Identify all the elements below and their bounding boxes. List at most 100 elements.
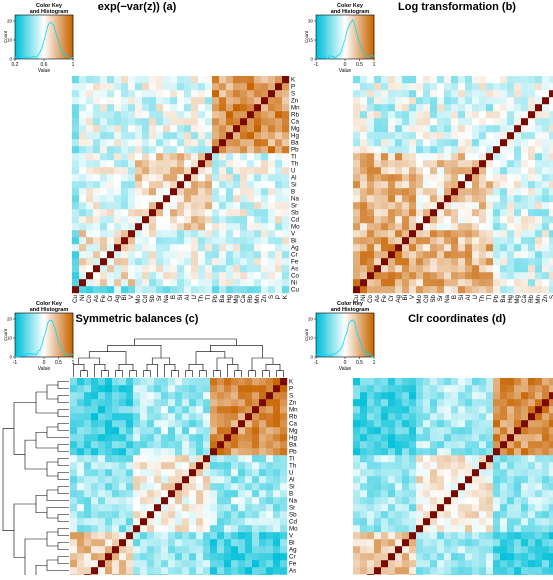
heatmap-cell	[161, 546, 169, 554]
heatmap-cell	[261, 76, 269, 84]
column-label: Mo	[416, 294, 423, 303]
heatmap-cell	[472, 223, 480, 231]
heatmap-cell	[395, 385, 403, 393]
heatmap-cell	[465, 258, 473, 266]
heatmap-cell	[493, 251, 501, 259]
heatmap-cell	[247, 286, 255, 294]
heatmap-cell	[140, 441, 148, 449]
heatmap-cell	[119, 511, 127, 519]
heatmap-cell	[521, 76, 529, 84]
heatmap-cell	[542, 434, 550, 442]
heatmap-cell	[360, 97, 368, 105]
heatmap-cell	[163, 265, 171, 273]
heatmap-cell	[282, 125, 290, 133]
heatmap-cell	[219, 230, 227, 238]
heatmap-cell	[472, 230, 480, 238]
heatmap-cell	[395, 251, 403, 259]
heatmap-cell	[451, 216, 459, 224]
heatmap-cell	[437, 265, 445, 273]
color-key-swatch	[353, 15, 356, 59]
heatmap-cell	[210, 567, 218, 575]
heatmap-cell	[374, 174, 382, 182]
heatmap-cell	[402, 258, 410, 266]
heatmap-cell	[444, 104, 452, 112]
heatmap-cells	[70, 378, 288, 580]
heatmap-cell	[84, 462, 92, 470]
heatmap-cell	[142, 251, 150, 259]
heatmap-cell	[381, 406, 389, 414]
heatmap-cell	[374, 399, 382, 407]
heatmap-cell	[472, 378, 480, 386]
heatmap-cell	[112, 511, 120, 519]
heatmap-cell	[430, 167, 438, 175]
heatmap-cell	[528, 90, 536, 98]
heatmap-cell	[121, 118, 129, 126]
heatmap-cell	[444, 532, 452, 540]
heatmap-cell	[184, 160, 192, 168]
row-label: Cd	[291, 216, 299, 223]
heatmap-cell	[210, 483, 218, 491]
color-key-ytick-label: 0	[9, 57, 12, 62]
heatmap-cell	[423, 455, 431, 463]
heatmap-cell	[212, 111, 220, 119]
heatmap-cell	[198, 286, 206, 294]
heatmap-cell	[367, 560, 375, 568]
heatmap-cell	[430, 511, 438, 519]
heatmap-cell	[240, 251, 248, 259]
heatmap-cell	[535, 532, 543, 540]
heatmap-cell	[156, 237, 164, 245]
heatmap-cell	[395, 258, 403, 266]
column-label: Sb	[430, 294, 437, 302]
heatmap-cell	[395, 76, 403, 84]
heatmap-cell	[100, 132, 108, 140]
heatmap-cell	[77, 532, 85, 540]
heatmap-cell	[549, 420, 553, 428]
heatmap-cell	[189, 406, 197, 414]
heatmap-cell	[231, 385, 239, 393]
heatmap-cell	[170, 265, 178, 273]
heatmap-cell	[266, 455, 274, 463]
heatmap-cell	[388, 511, 396, 519]
heatmap-cell	[437, 153, 445, 161]
heatmap-cell	[226, 167, 234, 175]
heatmap-cell	[282, 111, 290, 119]
heatmap-cell	[479, 153, 487, 161]
heatmap-cell	[500, 223, 508, 231]
heatmap-cell	[402, 251, 410, 259]
heatmap-cell	[84, 490, 92, 498]
color-key-swatch	[366, 15, 369, 59]
heatmap-cell	[374, 518, 382, 526]
heatmap-cell	[175, 560, 183, 568]
heatmap-cell	[219, 139, 227, 147]
heatmap-cell	[430, 195, 438, 203]
heatmap-cell	[409, 279, 417, 287]
heatmap-cell	[154, 483, 162, 491]
heatmap-cell	[156, 286, 164, 294]
heatmap-cell	[514, 469, 522, 477]
heatmap-cell	[114, 279, 122, 287]
heatmap-cell	[451, 202, 459, 210]
heatmap-cell	[437, 111, 445, 119]
heatmap-cell	[282, 160, 290, 168]
heatmap-cell	[458, 406, 466, 414]
heatmap-cell	[217, 553, 225, 561]
color-key-swatch	[362, 313, 365, 357]
heatmap-cell	[486, 90, 494, 98]
heatmap-cell	[170, 90, 178, 98]
heatmap-cell	[135, 272, 143, 280]
color-key-swatch	[20, 15, 23, 59]
heatmap-cell	[507, 385, 515, 393]
heatmap-cell	[521, 167, 529, 175]
heatmap-cell	[203, 539, 211, 547]
heatmap-cell	[416, 413, 424, 421]
heatmap-cell	[500, 525, 508, 533]
heatmap-cell	[388, 399, 396, 407]
row-label: Hg	[291, 132, 299, 139]
heatmap-cell	[493, 139, 501, 147]
heatmap-cell	[388, 378, 396, 386]
heatmap-cell	[514, 560, 522, 568]
heatmap-cell	[268, 272, 276, 280]
dendrogram-branch	[73, 364, 85, 377]
